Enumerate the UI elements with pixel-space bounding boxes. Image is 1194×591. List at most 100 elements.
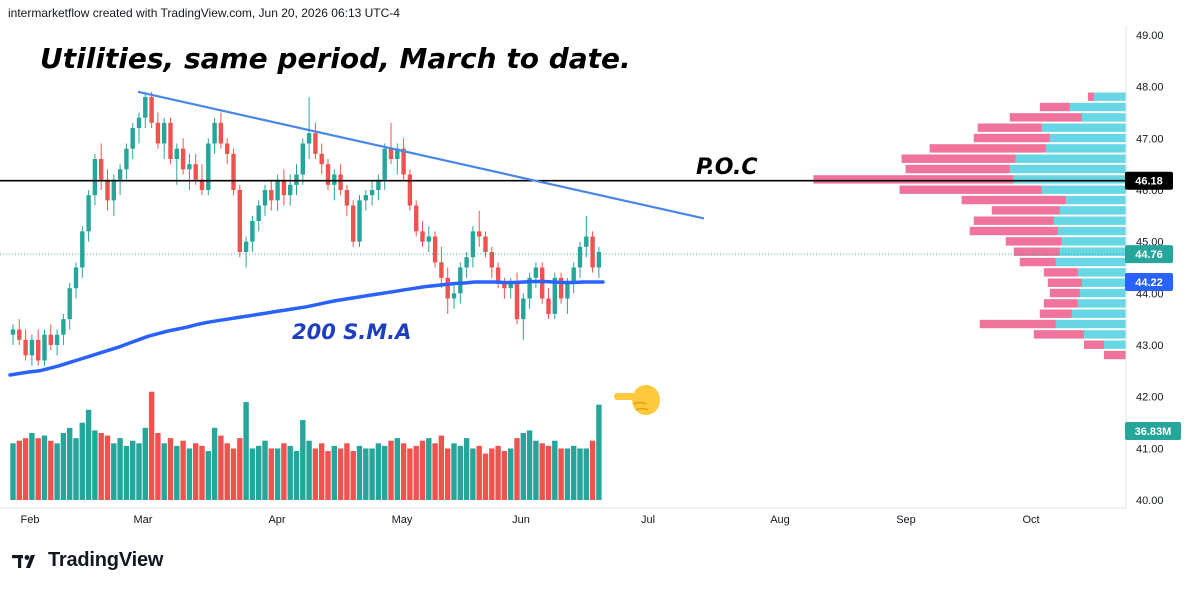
volume-bar [495, 445, 501, 500]
price-tick-label: 41.00 [1136, 443, 1164, 455]
candle-body [180, 148, 186, 170]
candle [363, 190, 368, 211]
volume-profile-up-bar [1057, 226, 1126, 236]
candle-body [533, 267, 539, 278]
volume-bar [312, 448, 319, 500]
volume-bar [130, 440, 136, 500]
volume-bar [545, 445, 552, 500]
candle-body [382, 148, 387, 180]
volume-bar [533, 440, 539, 500]
volume-bar [293, 451, 300, 500]
candle [489, 246, 494, 278]
candle [162, 117, 167, 159]
candle [199, 164, 205, 196]
sma-200-line [8, 279, 605, 377]
candle [325, 159, 331, 190]
volume-bar [155, 432, 161, 500]
volume-bar [564, 448, 571, 500]
price-label-text: 46.18 [1135, 176, 1163, 188]
volume-bar [41, 435, 48, 500]
candle [99, 143, 104, 190]
price-label-box [1125, 245, 1173, 264]
candle-body [489, 252, 494, 268]
candle [439, 246, 444, 289]
candle-body [426, 236, 431, 242]
volume-profile [813, 92, 1126, 360]
candle-body [155, 122, 161, 144]
candle [117, 164, 123, 196]
poc-label: P.O.C [696, 155, 758, 180]
candle-body [67, 288, 72, 320]
time-tick-label: Sep [896, 514, 916, 526]
candle [558, 272, 564, 304]
candle [10, 324, 16, 345]
candle-body [262, 190, 268, 206]
candle-body [48, 334, 53, 345]
volume-bar [104, 435, 111, 500]
candle-body [136, 117, 142, 128]
volume-bar [117, 438, 123, 500]
candle-body [174, 148, 179, 159]
volume-profile-down-bar [1043, 299, 1078, 308]
price-chart[interactable]: 40.0041.0042.0043.0044.0045.0046.0047.00… [0, 26, 1194, 536]
price-tick-label: 43.00 [1136, 340, 1164, 352]
candle [552, 272, 557, 320]
volume-profile-down-bar [973, 216, 1054, 225]
volume-profile-up-bar [1093, 92, 1126, 101]
candle [48, 324, 53, 351]
candle-body [187, 164, 192, 170]
candle-body [420, 231, 425, 242]
volume-bar [218, 435, 224, 500]
time-tick-label: Feb [21, 514, 40, 526]
volume-profile-up-bar [1103, 340, 1126, 349]
time-tick-label: Apr [268, 514, 285, 526]
candle [571, 262, 576, 294]
candle-body [590, 236, 595, 268]
candle [357, 195, 362, 247]
candle [281, 169, 287, 206]
candle [17, 319, 22, 345]
candle [218, 112, 224, 149]
price-label-last: 44.76 [1125, 245, 1173, 264]
candle-body [36, 339, 41, 361]
candle [584, 215, 589, 258]
volume-profile-down-bar [961, 195, 1066, 205]
candle [124, 143, 129, 180]
candle [495, 262, 501, 289]
candle-body [288, 184, 293, 196]
volume-profile-down-bar [977, 123, 1042, 132]
volume-profile-up-bar [1077, 299, 1126, 308]
volume-bar [237, 438, 243, 500]
candle-body [407, 174, 413, 206]
volume-bar [22, 438, 29, 500]
volume-bar [508, 448, 514, 500]
volume-bar [457, 445, 463, 500]
candle [193, 153, 198, 185]
candle-body [565, 283, 570, 299]
candle-body [212, 122, 217, 144]
volume-profile-down-bar [1049, 288, 1080, 298]
volume-bar [256, 445, 262, 500]
candle-body [86, 195, 91, 232]
candle [590, 231, 595, 273]
price-label-box [1125, 171, 1173, 190]
candle [23, 329, 28, 361]
volume-profile-up-bar [1069, 102, 1126, 112]
time-tick-label: Jun [512, 514, 530, 526]
candle-body [477, 231, 482, 237]
candle [42, 329, 47, 366]
volume-bar [375, 443, 382, 500]
volume-bar [577, 448, 583, 500]
candle [206, 138, 211, 196]
candle-body [332, 174, 337, 185]
volume-bar [249, 448, 256, 500]
volume-bar [344, 443, 350, 500]
volume-label-text: 36.83M [1135, 426, 1172, 438]
volume-bar [29, 432, 35, 500]
volume-bar [596, 404, 602, 500]
volume-profile-down-bar [929, 144, 1046, 153]
candle-body [105, 179, 110, 201]
volume-profile-up-bar [1045, 144, 1126, 153]
volume-profile-down-bar [1039, 309, 1072, 318]
candle-body [99, 159, 104, 180]
